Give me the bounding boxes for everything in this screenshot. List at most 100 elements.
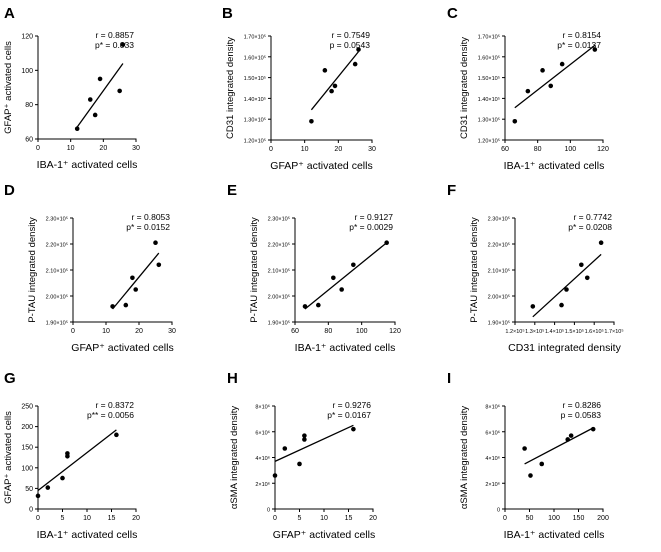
panel-d-y-tick-label: 2.30×10⁵: [46, 216, 68, 223]
panel-b-y-axis-label: CD31 integrated density: [225, 37, 236, 139]
panel-g-data-point: [60, 475, 65, 481]
panel-g-label: G: [4, 370, 16, 387]
panel-b-data-point: [332, 83, 338, 89]
panel-i-x-tick-label: 200: [597, 515, 609, 522]
panel-f-x-tick-label: 1.4×10⁵: [545, 328, 564, 335]
panel-c-y-tick-label: 1.70×10⁵: [478, 34, 500, 41]
panel-a-y-tick-label: 60: [25, 137, 33, 144]
panel-g-data-point: [65, 451, 70, 456]
panel-i-y-tick-label: 4×10⁶: [485, 455, 500, 462]
panel-c-y-tick-label: 1.40×10⁵: [478, 96, 500, 103]
panel-b-x-tick-label: 20: [334, 146, 342, 153]
panel-e-y-tick-label: 2.30×10⁵: [268, 216, 290, 223]
panel-g-x-tick-label: 0: [36, 515, 40, 522]
panel-d-x-tick-label: 20: [135, 328, 143, 335]
panel-c-data-point: [548, 83, 554, 89]
panel-d-data-point: [130, 275, 135, 281]
panel-b-data-point: [322, 68, 328, 73]
panel-d: D 0 10 20 30 1.90×10⁵ 2.00×10⁵ 2.10×10⁵ 2.20×10⁵…: [4, 182, 176, 354]
panel-f-r-value: r = 0.7742: [573, 212, 612, 222]
panel-a-x-tick-label: 0: [36, 145, 40, 152]
panel-g-x-tick-label: 10: [83, 515, 91, 522]
panel-b-p-value: p = 0.0543: [330, 40, 371, 50]
panel-c-data-point: [525, 88, 531, 94]
panel-e-x-axis-label: IBA-1⁺ activated cells: [295, 342, 396, 354]
panel-i-regression-line: [524, 427, 594, 465]
panel-c-x-tick-label: 120: [597, 146, 609, 153]
panel-a-data-point: [120, 42, 126, 47]
panel-e-y-tick-label: 2.10×10⁵: [268, 268, 290, 275]
panel-e-data-point: [339, 287, 344, 292]
panel-f-x-tick-label: 1.6×10⁵: [585, 328, 604, 335]
panel-d-y-tick-label: 2.20×10⁵: [46, 242, 68, 249]
panel-g-y-tick-label: 150: [21, 445, 33, 452]
panel-g-y-tick-label: 200: [21, 424, 33, 431]
panel-h-data-point: [282, 446, 288, 451]
panel-f-data-point: [564, 287, 569, 292]
panel-b-x-axis-label: GFAP⁺ activated cells: [270, 160, 372, 172]
panel-a-y-tick-label: 100: [21, 68, 33, 75]
panel-e-r-value: r = 0.9127: [354, 212, 393, 222]
panel-a-x-axis-label: IBA-1⁺ activated cells: [37, 159, 138, 171]
panel-d-x-tick-label: 0: [71, 328, 75, 335]
panel-d-data-point: [153, 240, 158, 245]
panel-c-r-value: r = 0.8154: [562, 30, 601, 40]
panel-f-x-axis-label: CD31 integrated density: [508, 342, 621, 354]
panel-a-label: A: [4, 5, 15, 22]
panel-c-label: C: [447, 5, 458, 22]
panel-c-y-tick-label: 1.20×10⁵: [478, 138, 500, 145]
panel-c-x-tick-label: 80: [534, 146, 542, 153]
panel-g-x-tick-label: 15: [108, 515, 116, 522]
panel-b-r-value: r = 0.7549: [331, 30, 370, 40]
panel-g-x-axis-label: IBA-1⁺ activated cells: [37, 529, 138, 541]
panel-i: I 0 50 100 150 200 0 2×10⁶ 4×10⁶ 6×10⁶ 8×10⁶ r = 0.…: [447, 370, 609, 541]
panel-b: B 0 10 20 30 1.20×10⁵ 1.30×10⁵ 1.40×10⁵ 1.50×10⁵…: [222, 5, 376, 172]
panel-e-x-tick-label: 80: [324, 328, 332, 335]
panel-a-y-tick-label: 80: [25, 102, 33, 109]
panel-b-x-tick-label: 0: [269, 146, 273, 153]
panel-e-y-tick-label: 2.00×10⁵: [268, 294, 290, 301]
panel-f-y-tick-label: 2.10×10⁵: [488, 268, 510, 275]
panel-g-regression-line: [37, 429, 117, 491]
panel-b-data-point: [329, 88, 334, 94]
panel-g-y-tick-label: 0: [29, 507, 33, 514]
panel-c-y-axis-label: CD31 integrated density: [459, 37, 470, 139]
panel-i-r-value: r = 0.8286: [562, 400, 601, 410]
panel-a-data-point: [117, 88, 122, 94]
panel-i-data-point: [528, 473, 533, 478]
panel-a-x-tick-label: 20: [99, 145, 107, 152]
panel-e-p-value: p* = 0.0029: [349, 222, 393, 232]
panel-a-x-tick-label: 10: [67, 145, 75, 152]
panel-g-data-point: [114, 432, 119, 438]
panel-c-y-tick-label: 1.50×10⁵: [478, 75, 500, 82]
panel-i-x-axis-label: IBA-1⁺ activated cells: [504, 529, 605, 541]
panel-c-y-tick-label: 1.60×10⁵: [478, 54, 500, 61]
panel-b-y-tick-label: 1.60×10⁵: [244, 54, 266, 61]
panel-f-y-tick-label: 2.20×10⁵: [488, 242, 510, 249]
panel-e-data-point: [384, 240, 389, 245]
panel-a-regression-line: [76, 63, 124, 128]
panel-b-regression-line: [310, 51, 360, 111]
panel-h-data-point: [272, 473, 278, 478]
panel-c-y-tick-label: 1.30×10⁵: [478, 117, 500, 124]
panel-e-y-tick-label: 2.20×10⁵: [268, 242, 290, 249]
panel-b-data-point: [352, 61, 358, 67]
panel-i-y-tick-label: 0: [497, 508, 500, 514]
panel-d-y-tick-label: 1.90×10⁵: [46, 320, 68, 327]
panel-e-regression-line: [304, 242, 388, 310]
panel-b-y-tick-label: 1.30×10⁵: [244, 117, 266, 124]
panel-i-data-point: [522, 446, 527, 451]
panel-b-data-point: [356, 47, 361, 52]
panel-b-label: B: [222, 5, 233, 22]
panel-f: F 1.2×10⁵ 1.3×10⁵ 1.4×10⁵ 1.5×10⁵ 1.6×10⁵ 1.7×…: [447, 182, 624, 354]
panel-h-x-tick-label: 5: [298, 515, 302, 522]
panel-g-data-point: [35, 493, 41, 499]
panel-f-y-tick-label: 2.30×10⁵: [488, 216, 510, 223]
panel-h-x-axis-label: GFAP⁺ activated cells: [273, 529, 375, 541]
panel-i-data-point: [568, 433, 574, 438]
panel-g-x-tick-label: 5: [61, 515, 65, 522]
panel-f-data-point: [584, 275, 590, 281]
panel-h-x-tick-label: 15: [345, 515, 353, 522]
panel-h-data-point: [351, 426, 356, 432]
panel-c-data-point: [512, 118, 518, 124]
